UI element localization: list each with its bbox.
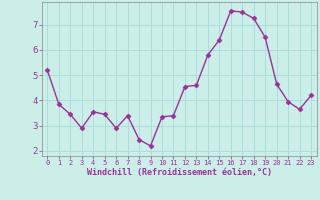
X-axis label: Windchill (Refroidissement éolien,°C): Windchill (Refroidissement éolien,°C) <box>87 168 272 177</box>
